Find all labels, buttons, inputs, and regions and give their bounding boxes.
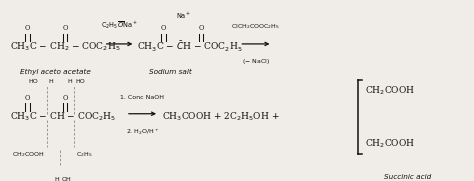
Text: CH$_3$C $-$ CH$_2$ $-$ COC$_2$H$_5$: CH$_3$C $-$ CH$_2$ $-$ COC$_2$H$_5$ [10,41,121,54]
Text: CH$_2$COOH: CH$_2$COOH [365,137,415,150]
Text: C$_2$H$_5$: C$_2$H$_5$ [76,150,93,159]
Text: Succinic acid: Succinic acid [383,174,431,180]
Text: O: O [161,24,166,32]
Text: CH$_2$COOH: CH$_2$COOH [365,84,415,97]
Text: ClCH$_2$COOC$_2$H$_5$: ClCH$_2$COOC$_2$H$_5$ [231,22,280,31]
Text: O: O [24,24,30,32]
Text: H: H [68,79,73,84]
Text: CH$_3$COOH + 2C$_2$H$_5$OH +: CH$_3$COOH + 2C$_2$H$_5$OH + [162,111,280,123]
Text: C$_2$H$_5\overline{O}$Na$^+$: C$_2$H$_5\overline{O}$Na$^+$ [101,19,138,31]
Text: HO: HO [75,79,85,84]
Text: 1. Conc NaOH: 1. Conc NaOH [120,95,164,100]
Text: CH$_2$COOH: CH$_2$COOH [12,150,45,159]
Text: HO: HO [29,79,38,84]
Text: O: O [198,24,204,32]
Text: O: O [24,94,30,102]
Text: Ethyl aceto acetate: Ethyl aceto acetate [19,69,91,75]
Text: O: O [62,24,68,32]
Text: CH$_3$C $-$ $\bar{C}$H $-$ COC$_2$H$_5$: CH$_3$C $-$ $\bar{C}$H $-$ COC$_2$H$_5$ [137,40,242,54]
Text: ($-$ NaCl): ($-$ NaCl) [242,57,270,66]
Text: 2. H$_2$O/H$^+$: 2. H$_2$O/H$^+$ [126,127,159,137]
Text: H: H [55,177,59,181]
Text: OH: OH [62,177,72,181]
Text: O: O [62,94,68,102]
Text: CH$_3$C $-$ CH $-$ COC$_2$H$_5$: CH$_3$C $-$ CH $-$ COC$_2$H$_5$ [10,111,116,123]
Text: Na$^+$: Na$^+$ [176,10,192,21]
Text: Sodium salt: Sodium salt [148,69,191,75]
Text: H: H [48,79,53,84]
